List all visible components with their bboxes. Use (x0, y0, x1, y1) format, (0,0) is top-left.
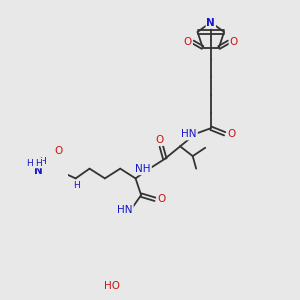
Text: N: N (206, 18, 215, 28)
Text: O: O (55, 146, 63, 156)
Text: HO: HO (104, 281, 120, 291)
Text: H: H (26, 159, 33, 168)
Text: O: O (156, 135, 164, 145)
Text: HN: HN (117, 205, 133, 215)
Text: O: O (184, 37, 192, 47)
Text: H: H (73, 181, 80, 190)
Text: HN: HN (182, 130, 197, 140)
Text: NH: NH (136, 164, 151, 174)
Text: O: O (157, 194, 166, 204)
Text: H: H (35, 159, 42, 168)
Text: H: H (40, 157, 46, 166)
Text: O: O (230, 37, 238, 47)
Text: O: O (227, 129, 235, 139)
Text: N: N (34, 167, 43, 176)
